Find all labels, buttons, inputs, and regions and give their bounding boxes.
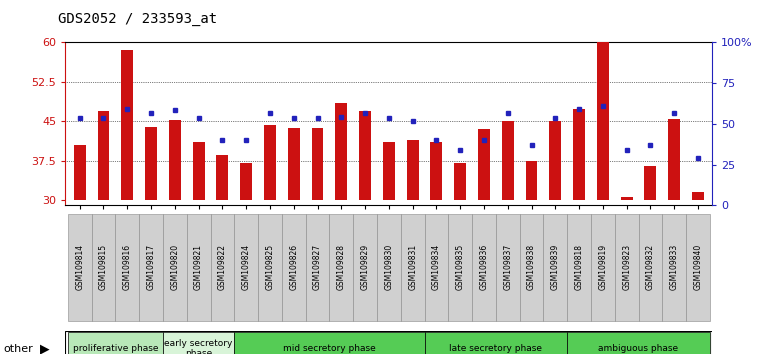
Text: GSM109830: GSM109830 xyxy=(384,244,393,290)
Bar xyxy=(74,145,85,200)
Bar xyxy=(116,213,139,321)
Text: GSM109839: GSM109839 xyxy=(551,244,560,290)
Bar xyxy=(502,121,514,200)
Text: GSM109814: GSM109814 xyxy=(75,244,84,290)
Bar xyxy=(614,213,638,321)
Bar xyxy=(544,213,567,321)
Bar xyxy=(288,127,300,200)
Text: GSM109820: GSM109820 xyxy=(170,244,179,290)
Text: GSM109821: GSM109821 xyxy=(194,244,203,290)
Text: GSM109831: GSM109831 xyxy=(408,244,417,290)
Bar xyxy=(454,163,466,200)
Text: ▶: ▶ xyxy=(40,342,49,354)
Text: ambiguous phase: ambiguous phase xyxy=(598,344,678,353)
Bar xyxy=(549,121,561,200)
Bar xyxy=(336,103,347,200)
Text: GSM109832: GSM109832 xyxy=(646,244,655,290)
Text: GSM109835: GSM109835 xyxy=(456,244,464,290)
Text: GSM109815: GSM109815 xyxy=(99,244,108,290)
Bar xyxy=(597,22,609,200)
Bar xyxy=(163,213,186,321)
Text: GSM109816: GSM109816 xyxy=(122,244,132,290)
Bar xyxy=(264,125,276,200)
Bar xyxy=(400,213,424,321)
Bar xyxy=(526,161,537,200)
Bar xyxy=(567,213,591,321)
Text: GSM109823: GSM109823 xyxy=(622,244,631,290)
Bar xyxy=(282,213,306,321)
Bar xyxy=(520,213,544,321)
Bar xyxy=(353,213,377,321)
Bar xyxy=(383,142,395,200)
Bar xyxy=(567,332,710,354)
Text: other: other xyxy=(4,344,34,354)
Bar xyxy=(234,213,258,321)
Text: GSM109825: GSM109825 xyxy=(266,244,274,290)
Text: GSM109836: GSM109836 xyxy=(480,244,488,290)
Text: early secretory
phase: early secretory phase xyxy=(165,339,233,354)
Bar xyxy=(186,213,210,321)
Text: GSM109833: GSM109833 xyxy=(670,244,678,290)
Bar xyxy=(68,332,163,354)
Bar xyxy=(306,213,330,321)
Text: GSM109818: GSM109818 xyxy=(574,244,584,290)
Bar xyxy=(145,126,157,200)
Text: GSM109824: GSM109824 xyxy=(242,244,251,290)
Bar xyxy=(330,213,353,321)
Bar xyxy=(98,111,109,200)
Bar xyxy=(692,192,704,200)
Bar xyxy=(216,155,229,200)
Bar xyxy=(163,332,234,354)
Text: GSM109840: GSM109840 xyxy=(694,244,702,290)
Bar xyxy=(472,213,496,321)
Text: GSM109837: GSM109837 xyxy=(504,244,512,290)
Text: GDS2052 / 233593_at: GDS2052 / 233593_at xyxy=(58,12,217,27)
Bar xyxy=(139,213,163,321)
Text: GSM109826: GSM109826 xyxy=(290,244,298,290)
Bar xyxy=(573,109,585,200)
Bar xyxy=(169,120,181,200)
Text: GSM109829: GSM109829 xyxy=(360,244,370,290)
Bar xyxy=(258,213,282,321)
Text: GSM109827: GSM109827 xyxy=(313,244,322,290)
Bar xyxy=(359,111,371,200)
Bar xyxy=(407,140,419,200)
Text: proliferative phase: proliferative phase xyxy=(72,344,158,353)
Bar xyxy=(92,213,116,321)
Bar xyxy=(644,166,656,200)
Bar xyxy=(424,332,567,354)
Text: GSM109834: GSM109834 xyxy=(432,244,441,290)
Bar xyxy=(496,213,520,321)
Bar xyxy=(240,163,252,200)
Bar xyxy=(210,213,234,321)
Bar xyxy=(192,142,205,200)
Text: GSM109822: GSM109822 xyxy=(218,244,227,290)
Text: GSM109817: GSM109817 xyxy=(146,244,156,290)
Bar xyxy=(68,213,92,321)
Bar xyxy=(638,213,662,321)
Bar xyxy=(591,213,614,321)
Bar xyxy=(424,213,448,321)
Bar xyxy=(430,142,442,200)
Bar xyxy=(448,213,472,321)
Bar xyxy=(234,332,424,354)
Text: GSM109838: GSM109838 xyxy=(527,244,536,290)
Bar xyxy=(621,198,633,200)
Bar xyxy=(668,119,680,200)
Text: GSM109819: GSM109819 xyxy=(598,244,608,290)
Bar xyxy=(686,213,710,321)
Bar xyxy=(122,50,133,200)
Text: late secretory phase: late secretory phase xyxy=(450,344,542,353)
Text: mid secretory phase: mid secretory phase xyxy=(283,344,376,353)
Bar xyxy=(377,213,400,321)
Text: GSM109828: GSM109828 xyxy=(336,244,346,290)
Bar xyxy=(478,129,490,200)
Bar xyxy=(312,127,323,200)
Bar xyxy=(662,213,686,321)
